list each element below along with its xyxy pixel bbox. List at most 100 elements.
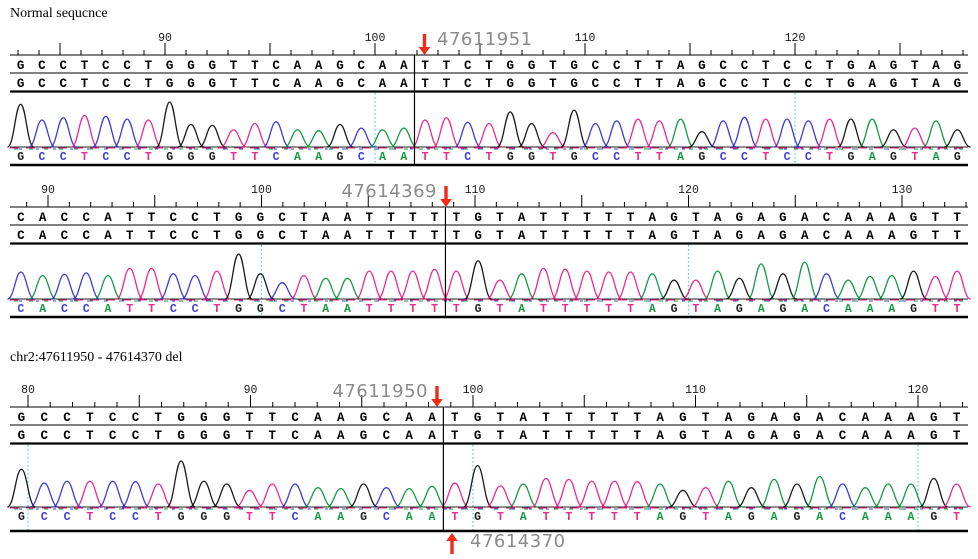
- trace-peak-C: [113, 118, 141, 148]
- base-call-letter: A: [649, 229, 657, 243]
- trace-peak-A: [326, 487, 356, 508]
- base-call-letter: T: [932, 211, 940, 225]
- trace-peak-T: [399, 270, 427, 300]
- base-call-letter: T: [213, 211, 221, 225]
- breakpoint-arrow-down-icon-stem: [444, 186, 448, 200]
- trace-base-letter: C: [784, 151, 791, 164]
- ruler-deletion-sequence: 80 90 100 110 120: [10, 384, 968, 408]
- trace-base-letter: A: [649, 303, 656, 316]
- trace-peak-C: [268, 282, 296, 300]
- trace-peak-T: [901, 127, 929, 148]
- base-call-letter: A: [677, 77, 685, 91]
- trace-base-letter: A: [294, 151, 301, 164]
- base-call-letter: G: [336, 59, 344, 73]
- trace-peak-A: [333, 277, 362, 300]
- base-call-letter: G: [208, 59, 216, 73]
- trace-peak-T: [355, 270, 384, 300]
- trace-peak-T: [241, 122, 269, 148]
- base-call-letter: C: [82, 211, 90, 225]
- base-call-letter: C: [38, 77, 46, 91]
- trace-peak-G: [155, 101, 184, 148]
- trace-base-letter: G: [188, 151, 195, 164]
- base-call-letter: A: [725, 411, 733, 425]
- trace-peak-C: [794, 120, 822, 148]
- trace-peak-G: [6, 468, 36, 508]
- trace-peak-A: [851, 487, 880, 508]
- base-call-letter: A: [294, 59, 302, 73]
- base-call-letter: C: [170, 229, 178, 243]
- base-call-letter: A: [344, 211, 352, 225]
- trace-base-letter: T: [932, 303, 939, 316]
- base-call-letter: G: [528, 77, 536, 91]
- trace-base-letter: G: [679, 511, 686, 524]
- trace-peak-C: [7, 271, 35, 300]
- breakpoint-position-label-bottom: 47614370: [470, 531, 566, 552]
- base-call-letter: G: [736, 229, 744, 243]
- trace-peak-A: [645, 483, 675, 508]
- ruler-normal-sequence: 90 100 110 120: [10, 32, 968, 56]
- base-call-letter: G: [18, 429, 26, 443]
- trace-peak-T: [475, 122, 503, 148]
- base-call-letter: A: [656, 429, 664, 443]
- trace-peak-T: [220, 129, 247, 148]
- base-call-letter: G: [17, 59, 25, 73]
- base-call-letter: A: [868, 77, 876, 91]
- trace-base-letter: A: [429, 511, 436, 524]
- trace-base-letter: T: [584, 303, 591, 316]
- base-call-letter: T: [542, 411, 550, 425]
- trace-base-letter: A: [677, 151, 684, 164]
- trace-peak-G: [6, 103, 35, 148]
- trace-peak-A: [896, 483, 926, 508]
- trace-peak-G: [349, 483, 378, 508]
- trace-base-letter: G: [17, 151, 24, 164]
- base-call-letter: G: [177, 411, 185, 425]
- trace-base-letter: A: [337, 511, 344, 524]
- base-call-letter: C: [823, 229, 831, 243]
- base-call-letter: A: [379, 59, 387, 73]
- trace-peak-G: [899, 270, 928, 300]
- trace-base-letter: G: [736, 303, 743, 316]
- trace-peak-C: [280, 483, 310, 508]
- trace-base-letter: T: [213, 303, 220, 316]
- base-call-letter: T: [365, 211, 373, 225]
- trace-peak-T: [134, 119, 162, 148]
- base-call-letter: T: [496, 211, 504, 225]
- trace-base-letter: A: [315, 151, 322, 164]
- base-call-letter: G: [736, 211, 744, 225]
- base-call-letter: C: [191, 211, 199, 225]
- trace-base-letter: A: [869, 151, 876, 164]
- trace-peak-A: [28, 274, 57, 300]
- trace-base-letter: A: [867, 303, 874, 316]
- trace-peak-T: [577, 480, 607, 508]
- trace-base-letter: G: [166, 151, 173, 164]
- base-call-letter: A: [888, 229, 896, 243]
- base-call-letter: C: [823, 211, 831, 225]
- base-call-letter: T: [634, 59, 642, 73]
- trace-base-letter: T: [656, 151, 663, 164]
- base-call-letter: G: [257, 211, 265, 225]
- trace-base-letter: A: [908, 511, 915, 524]
- trace-base-letter: A: [520, 511, 527, 524]
- base-call-letter: C: [191, 229, 199, 243]
- trace-peak-C: [812, 273, 841, 300]
- base-call-letter: A: [337, 429, 345, 443]
- base-call-letter: G: [360, 429, 368, 443]
- trace-peak-T: [440, 482, 470, 508]
- trace-base-letter: C: [592, 151, 599, 164]
- base-call-letter: C: [592, 59, 600, 73]
- base-call-letter: G: [570, 59, 578, 73]
- trace-peak-G: [246, 273, 275, 300]
- trace-base-letter: C: [613, 151, 620, 164]
- base-call-letter: G: [336, 77, 344, 91]
- base-call-letter: A: [884, 411, 892, 425]
- base-call-letter: T: [561, 211, 569, 225]
- trace-base-letter: T: [431, 303, 438, 316]
- trace-peak-T: [943, 270, 971, 300]
- sequence-rows-deletion-sequence: GGCCCCTTCCCCTTGGGGGGTTTTCCAAAAGGCCAAAATT…: [10, 411, 968, 445]
- trace-base-letter: C: [741, 151, 748, 164]
- trace-peak-A: [284, 129, 311, 148]
- base-call-letter: T: [605, 229, 613, 243]
- trace-base-letter: C: [292, 511, 299, 524]
- base-call-letter: A: [400, 59, 408, 73]
- trace-peak-A: [394, 487, 424, 508]
